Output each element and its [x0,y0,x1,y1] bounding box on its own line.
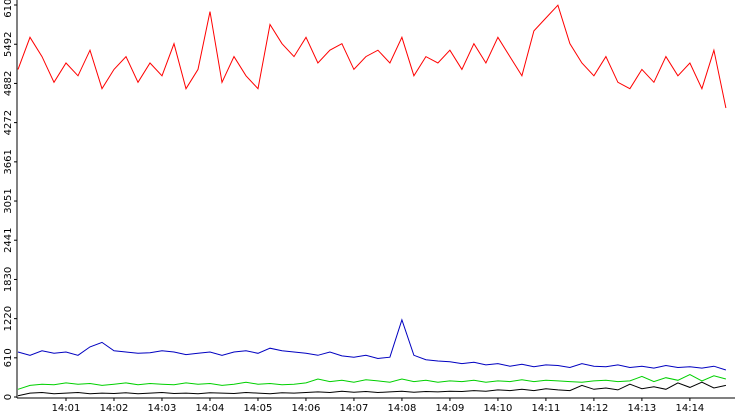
x-tick-label: 14:07 [340,403,369,414]
x-tick-label: 14:14 [675,403,704,414]
y-tick-label: 0 [3,394,14,400]
y-tick-label: 5492 [3,32,14,57]
x-tick-label: 14:11 [531,403,560,414]
series-line [17,373,727,390]
x-tick-label: 14:03 [148,403,177,414]
x-tick-label: 14:06 [292,403,321,414]
x-tick-label: 14:13 [627,403,656,414]
x-tick-label: 14:02 [100,403,129,414]
y-tick-label: 3051 [3,188,14,213]
series-line [17,4,727,109]
x-tick-label: 14:01 [52,403,81,414]
x-tick-label: 14:04 [196,403,225,414]
y-tick-label: 3661 [3,149,14,174]
x-tick-label: 14:12 [579,403,608,414]
y-tick-label: 6103 [3,0,14,18]
y-tick-label: 1220 [3,306,14,331]
series-line [17,318,727,371]
y-tick-label: 1830 [3,267,14,292]
y-tick-label: 610 [3,348,14,367]
x-tick-label: 14:10 [484,403,513,414]
y-tick-label: 2441 [3,227,14,252]
x-tick-label: 14:09 [436,403,465,414]
y-tick-label: 4272 [3,110,14,135]
y-tick-label: 4882 [3,71,14,96]
series-line [17,381,727,397]
x-tick-label: 14:08 [388,403,417,414]
x-tick-label: 14:05 [244,403,273,414]
